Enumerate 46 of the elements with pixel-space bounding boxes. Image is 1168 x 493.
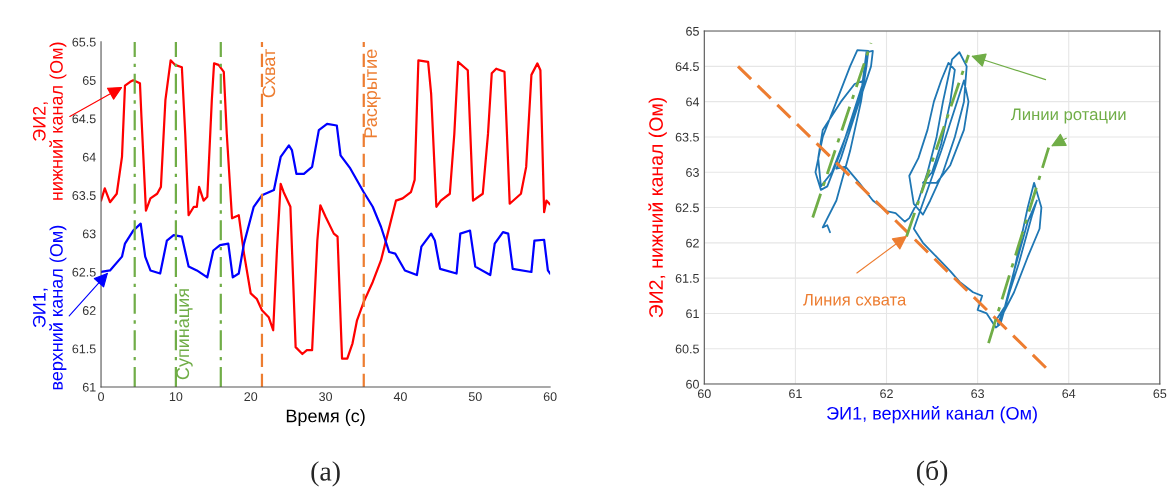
y-tick-label: 61 bbox=[82, 382, 96, 392]
y-axis-title: ЭИ2, нижний канал (Ом) bbox=[648, 97, 667, 318]
y-tick-label: 62.5 bbox=[675, 203, 699, 213]
x-tick-label: 10 bbox=[169, 392, 183, 402]
y-tick-label: 63 bbox=[82, 229, 96, 239]
y-tick-label: 62.5 bbox=[72, 267, 96, 277]
text: (а) bbox=[311, 461, 340, 487]
y-tick-label: 65 bbox=[686, 26, 699, 36]
y-tick-label: 60 bbox=[686, 379, 699, 389]
y-tick-label: 64 bbox=[686, 97, 700, 107]
text: ЭИ1, верхний канал (Ом) bbox=[32, 225, 67, 390]
y-tick-label: 64.5 bbox=[675, 62, 699, 72]
y-tick-label: 61.5 bbox=[675, 273, 699, 283]
x-tick-label: 63 bbox=[971, 389, 985, 399]
y-tick-label: 65 bbox=[82, 76, 96, 85]
x-tick-label: 30 bbox=[319, 392, 333, 402]
x-axis-title: ЭИ1, верхний канал (Ом) bbox=[827, 406, 1037, 424]
y-tick-label: 63.5 bbox=[675, 132, 699, 142]
x-tick-label: 20 bbox=[244, 392, 258, 402]
x-tick-label: 60 bbox=[697, 389, 711, 399]
y-tick-label: 62 bbox=[686, 238, 699, 248]
x-tick-label: 40 bbox=[393, 392, 407, 402]
x-tick-label: 61 bbox=[789, 389, 802, 399]
y-tick-label: 62 bbox=[82, 306, 96, 315]
y-tick-label: 60.5 bbox=[675, 344, 699, 354]
ref-line-label: Супинация bbox=[176, 289, 193, 380]
y-tick-label: 64 bbox=[82, 152, 96, 162]
x-tick-label: 0 bbox=[98, 392, 105, 402]
x-tick-label: 50 bbox=[468, 392, 482, 402]
y-tick-label: 65.5 bbox=[72, 37, 96, 47]
y-tick-label: 61.5 bbox=[72, 344, 96, 354]
x-tick-label: 60 bbox=[543, 392, 557, 402]
x-tick-label: 65 bbox=[1153, 389, 1167, 399]
y-tick-label: 63.5 bbox=[72, 191, 96, 200]
text: ЭИ2, нижний канал (Ом) bbox=[32, 42, 67, 200]
text: Линия схвата bbox=[803, 293, 907, 306]
ref-line-label: Схват bbox=[262, 49, 276, 98]
y-tick-label: 64.5 bbox=[72, 114, 96, 124]
ref-line-label: Раскрытие bbox=[364, 49, 381, 138]
x-tick-label: 62 bbox=[880, 389, 893, 399]
x-axis-title: Время (с) bbox=[286, 409, 365, 426]
text: Линии ротации bbox=[1010, 108, 1126, 124]
y-tick-label: 63 bbox=[686, 168, 699, 177]
text: (б) bbox=[916, 459, 948, 486]
x-tick-label: 64 bbox=[1062, 389, 1076, 399]
y-tick-label: 61 bbox=[686, 309, 699, 319]
